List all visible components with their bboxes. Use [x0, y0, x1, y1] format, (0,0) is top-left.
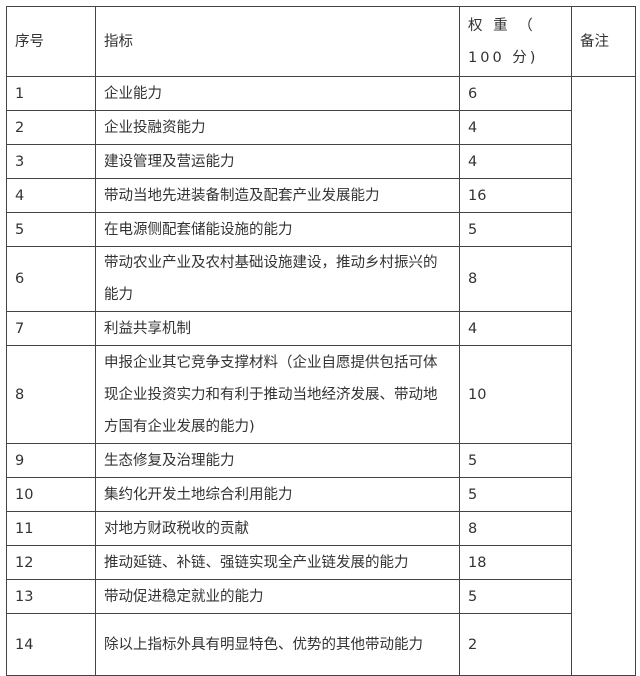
cell-no: 4 [6, 178, 96, 213]
table-row: 10 集约化开发土地综合利用能力 5 [6, 477, 636, 512]
table-header-row: 序号 指标 权 重 （ 100 分) 备注 [6, 6, 636, 77]
table-row: 13 带动促进稳定就业的能力 5 [6, 579, 636, 614]
cell-no: 7 [6, 311, 96, 346]
cell-weight: 10 [459, 345, 572, 444]
table-row: 4 带动当地先进装备制造及配套产业发展能力 16 [6, 178, 636, 213]
table-row: 2 企业投融资能力 4 [6, 110, 636, 145]
cell-indicator: 企业能力 [95, 76, 460, 111]
weight-table: 序号 指标 权 重 （ 100 分) 备注 1 企业能力 6 2 企业投融资能力 4 3 建设… [6, 6, 636, 676]
cell-no: 11 [6, 511, 96, 546]
cell-indicator: 除以上指标外具有明显特色、优势的其他带动能力 [95, 613, 460, 676]
header-remark: 备注 [571, 6, 636, 77]
cell-no: 13 [6, 579, 96, 614]
cell-no: 6 [6, 246, 96, 312]
cell-remark [571, 76, 636, 676]
cell-weight: 8 [459, 511, 572, 546]
cell-indicator: 企业投融资能力 [95, 110, 460, 145]
cell-weight: 5 [459, 477, 572, 512]
table-row: 3 建设管理及营运能力 4 [6, 144, 636, 179]
cell-indicator: 带动农业产业及农村基础设施建设，推动乡村振兴的能力 [95, 246, 460, 312]
cell-indicator: 生态修复及治理能力 [95, 443, 460, 478]
cell-indicator: 带动当地先进装备制造及配套产业发展能力 [95, 178, 460, 213]
cell-no: 9 [6, 443, 96, 478]
header-no: 序号 [6, 6, 96, 77]
cell-no: 14 [6, 613, 96, 676]
cell-indicator: 申报企业其它竞争支撑材料（企业自愿提供包括可体现企业投资实力和有利于推动当地经济… [95, 345, 460, 444]
cell-no: 12 [6, 545, 96, 580]
table-row: 12 推动延链、补链、强链实现全产业链发展的能力 18 [6, 545, 636, 580]
header-indicator: 指标 [95, 6, 460, 77]
table-row: 6 带动农业产业及农村基础设施建设，推动乡村振兴的能力 8 [6, 246, 636, 312]
table-row: 11 对地方财政税收的贡献 8 [6, 511, 636, 546]
cell-weight: 4 [459, 110, 572, 145]
table-row: 5 在电源侧配套储能设施的能力 5 [6, 212, 636, 247]
cell-indicator: 建设管理及营运能力 [95, 144, 460, 179]
cell-weight: 8 [459, 246, 572, 312]
cell-indicator: 带动促进稳定就业的能力 [95, 579, 460, 614]
cell-weight: 2 [459, 613, 572, 676]
table-row: 7 利益共享机制 4 [6, 311, 636, 346]
cell-indicator: 集约化开发土地综合利用能力 [95, 477, 460, 512]
table-row: 1 企业能力 6 [6, 76, 636, 676]
cell-no: 1 [6, 76, 96, 111]
cell-no: 5 [6, 212, 96, 247]
cell-weight: 18 [459, 545, 572, 580]
cell-weight: 4 [459, 144, 572, 179]
cell-weight: 5 [459, 443, 572, 478]
table-row: 9 生态修复及治理能力 5 [6, 443, 636, 478]
cell-indicator: 推动延链、补链、强链实现全产业链发展的能力 [95, 545, 460, 580]
cell-weight: 16 [459, 178, 572, 213]
cell-no: 8 [6, 345, 96, 444]
cell-weight: 4 [459, 311, 572, 346]
cell-no: 2 [6, 110, 96, 145]
table-row: 14 除以上指标外具有明显特色、优势的其他带动能力 2 [6, 613, 636, 676]
cell-weight: 5 [459, 212, 572, 247]
cell-indicator: 利益共享机制 [95, 311, 460, 346]
header-weight: 权 重 （ 100 分) [459, 6, 572, 77]
cell-weight: 6 [459, 76, 572, 111]
cell-no: 10 [6, 477, 96, 512]
cell-indicator: 对地方财政税收的贡献 [95, 511, 460, 546]
cell-weight: 5 [459, 579, 572, 614]
table-row: 8 申报企业其它竞争支撑材料（企业自愿提供包括可体现企业投资实力和有利于推动当地经… [6, 345, 636, 444]
cell-no: 3 [6, 144, 96, 179]
cell-indicator: 在电源侧配套储能设施的能力 [95, 212, 460, 247]
